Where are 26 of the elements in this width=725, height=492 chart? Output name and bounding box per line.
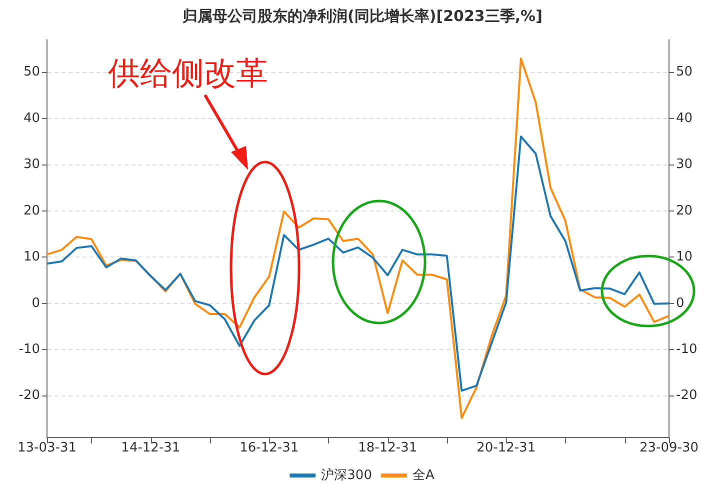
y2-tick-label: -10 — [676, 342, 698, 357]
x-tick-label: 20-12-31 — [476, 440, 536, 456]
y2-tick-label: 40 — [676, 110, 693, 126]
y2-tick-label: 20 — [676, 203, 693, 218]
y2-tick-label: 0 — [676, 296, 684, 311]
y2-tick-label: 50 — [676, 64, 693, 80]
y2-tick-label: 30 — [676, 157, 693, 172]
x-tick-label: 16-12-31 — [240, 440, 299, 456]
y-tick-label: -20 — [18, 388, 40, 404]
x-tick-label: 13-03-31 — [17, 440, 77, 456]
x-tick-label: 14-12-31 — [121, 440, 180, 456]
y-tick-label: 30 — [23, 157, 40, 172]
y2-tick-label: -20 — [676, 388, 698, 404]
y-tick-label: 10 — [23, 250, 40, 265]
y-tick-label: -10 — [18, 342, 40, 357]
legend-label: 沪深300 — [321, 466, 372, 483]
y-tick-label: 50 — [23, 64, 40, 80]
x-tick-label: 23-09-30 — [639, 440, 699, 456]
annotation: 供给侧改革 — [108, 53, 268, 94]
y-tick-label: 0 — [32, 296, 40, 311]
legend-label: 全A — [412, 468, 434, 483]
x-tick-label: 18-12-31 — [358, 440, 418, 456]
y-tick-label: 20 — [23, 203, 40, 218]
y2-tick-label: 10 — [676, 250, 693, 265]
y-tick-label: 40 — [23, 110, 40, 126]
chart-title: 归属母公司股东的净利润(同比增长率)[2023三季,%] — [182, 6, 542, 25]
